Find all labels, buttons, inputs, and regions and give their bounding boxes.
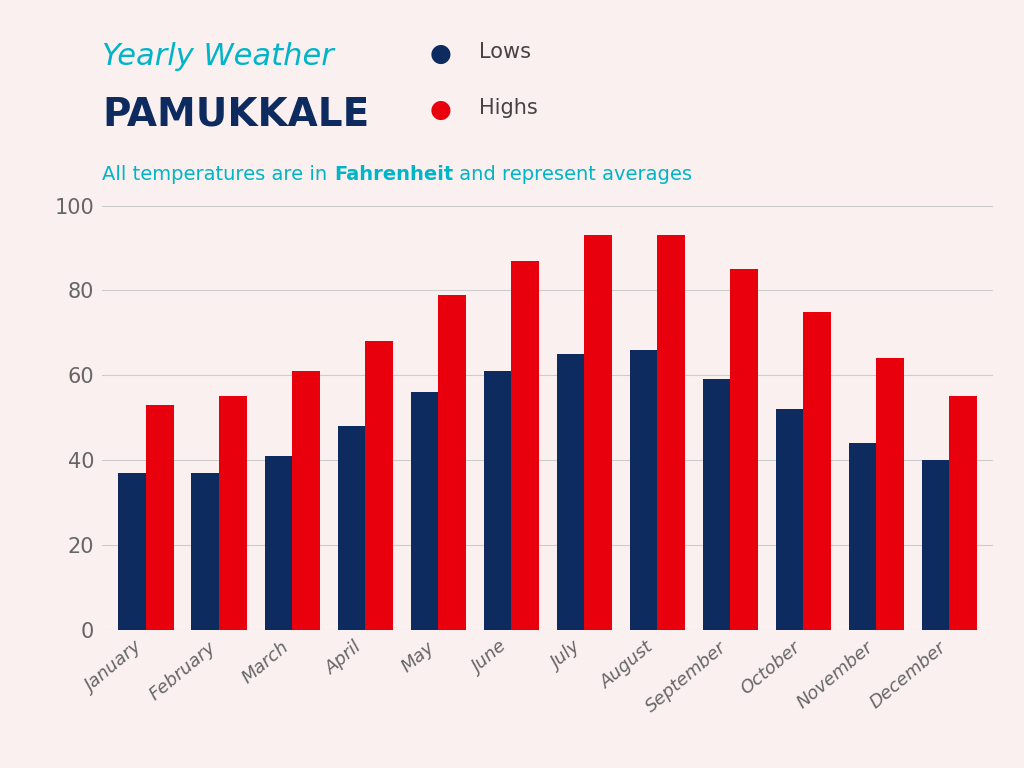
Bar — [511, 260, 539, 630]
Text: PAMUKKALE: PAMUKKALE — [102, 96, 370, 134]
Bar — [804, 312, 831, 630]
Bar — [438, 295, 466, 630]
Bar — [849, 443, 877, 630]
Bar — [146, 405, 174, 630]
Bar — [877, 358, 904, 630]
Bar — [630, 349, 657, 630]
Bar — [191, 473, 219, 630]
Bar — [585, 235, 612, 630]
Text: ●: ● — [430, 98, 452, 122]
Bar — [119, 473, 146, 630]
Bar — [264, 456, 292, 630]
Bar — [702, 379, 730, 630]
Bar — [292, 371, 321, 630]
Text: Lows: Lows — [479, 42, 531, 62]
Bar — [483, 371, 511, 630]
Bar — [338, 426, 366, 630]
Text: All temperatures are in: All temperatures are in — [102, 165, 334, 184]
Text: Yearly Weather: Yearly Weather — [102, 42, 334, 71]
Bar — [949, 396, 977, 630]
Bar — [366, 341, 393, 630]
Bar — [775, 409, 804, 630]
Bar — [657, 235, 685, 630]
Bar — [219, 396, 247, 630]
Bar — [411, 392, 438, 630]
Text: Highs: Highs — [479, 98, 538, 118]
Text: and represent averages: and represent averages — [453, 165, 692, 184]
Text: Fahrenheit: Fahrenheit — [334, 165, 453, 184]
Text: ●: ● — [430, 42, 452, 66]
Bar — [730, 269, 758, 630]
Bar — [557, 354, 585, 630]
Bar — [922, 460, 949, 630]
